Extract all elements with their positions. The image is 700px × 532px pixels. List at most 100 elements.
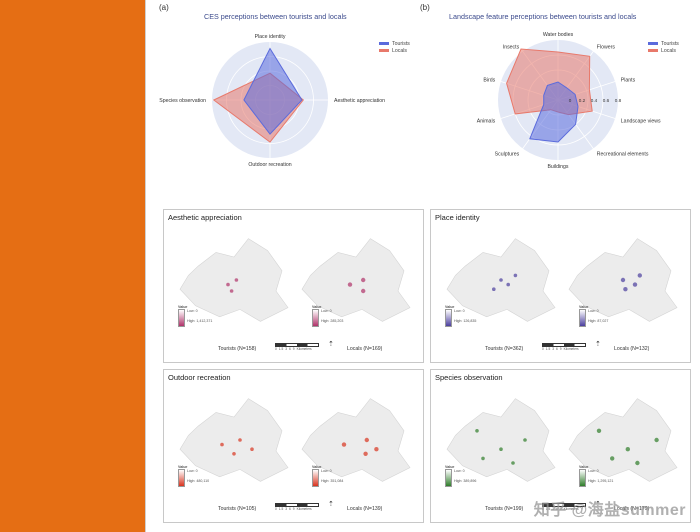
scale-label: Kilometers — [563, 347, 579, 351]
legend-title: Value — [312, 465, 322, 469]
map-caption-locals: Locals (N=132) — [614, 346, 650, 352]
hotspot — [347, 282, 353, 287]
legend-title: Value — [312, 305, 322, 309]
radar-chart-ces: Place identity Aesthetic appreciation Outd… — [159, 34, 385, 168]
map-graphic — [179, 238, 411, 322]
legend-high: High: 126,835 — [454, 319, 477, 323]
tick-label: 0 — [569, 98, 572, 103]
legend-low: Low: 0 — [588, 469, 599, 473]
chart-title-a: CES perceptions between tourists and loc… — [204, 12, 347, 21]
axis-label: Sculptures — [495, 151, 520, 157]
legend-low: Low: 0 — [321, 309, 332, 313]
scale-label: 3 — [285, 347, 287, 351]
hotspot — [234, 278, 239, 282]
sidebar-background — [0, 0, 145, 532]
hotspot — [610, 456, 615, 461]
hotspot — [361, 288, 366, 294]
axis-label: Water bodies — [543, 32, 574, 38]
axis-label: Landscape views — [621, 118, 661, 124]
legend-high: High: 389,896 — [454, 479, 477, 483]
legend-colorbar — [445, 309, 452, 327]
scale-label: 6 — [289, 347, 291, 351]
legend-low: Low: 0 — [187, 469, 198, 473]
legend-high: High: 480,110 — [187, 479, 210, 483]
north-arrow-icon: ⇡ — [328, 341, 334, 348]
radar-series-tourists — [243, 47, 303, 135]
scale-label: 9 — [559, 347, 562, 351]
legend-label-locals: Locals — [661, 47, 676, 54]
hotspot — [492, 287, 496, 291]
region-boundary — [301, 398, 411, 482]
scale-label: 0 — [542, 507, 544, 511]
hotspot — [654, 437, 659, 443]
tick-label: 0.8 — [615, 98, 622, 103]
legend-colorbar — [178, 309, 185, 327]
panel-title: Species observation — [435, 373, 503, 382]
north-arrow-icon: ⇡ — [328, 501, 334, 508]
axis-label: Flowers — [597, 45, 616, 51]
tick-label: 0.2 — [579, 98, 586, 103]
axis-label: Insects — [503, 45, 520, 51]
map-panel: Aesthetic appreciation Value Low: 0 High: 1… — [163, 209, 424, 363]
north-arrow-icon: ⇡ — [595, 341, 601, 348]
map-panel: Place identity Value Low: 0 High: 126,835 Va… — [430, 209, 691, 363]
scale-label: 1.5 — [278, 507, 284, 511]
radar-chart-landscape: Water bodies Flowers Plants Landscape views… — [477, 32, 661, 170]
scale-label: 1.5 — [278, 347, 284, 351]
legend-b: Tourists Locals — [648, 40, 679, 54]
map-caption-tourists: Tourists (N=362) — [485, 346, 524, 352]
region-boundary — [179, 238, 289, 322]
scale-label: Kilometers — [296, 347, 312, 351]
map-caption-tourists: Tourists (N=199) — [485, 506, 524, 512]
hotspot — [229, 289, 234, 293]
panel-title: Aesthetic appreciation — [168, 213, 242, 222]
scale-bar: 0 1.5 3 6 9 Kilometers — [542, 503, 586, 511]
hotspot — [499, 278, 503, 282]
legend-label-tourists: Tourists — [392, 40, 410, 47]
chart-title-b: Landscape feature perceptions between to… — [449, 12, 637, 21]
scale-label: 6 — [289, 507, 291, 511]
legend-title: Value — [579, 305, 589, 309]
hotspot — [623, 287, 628, 292]
region-boundary — [179, 398, 289, 482]
axis-label: Place identity — [255, 34, 286, 40]
hotspot — [635, 460, 640, 466]
divider — [145, 0, 146, 532]
scale-label: 0 — [542, 347, 544, 351]
map-legend: Value Low: 0 High: 87,027 — [579, 305, 608, 327]
radar-series-tourists — [529, 81, 579, 143]
legend-colorbar — [312, 309, 319, 327]
region-boundary — [568, 398, 678, 482]
map-legend: Value Low: 0 High: 1,412,371 — [178, 305, 212, 327]
scale-label: 3 — [552, 507, 554, 511]
hotspot — [506, 282, 510, 287]
axis-label: Species observation — [159, 98, 206, 104]
hotspot — [374, 447, 379, 452]
tick-label: 0.4 — [591, 98, 598, 103]
legend-high: High: 1,412,371 — [187, 319, 213, 323]
axis-label: Birds — [483, 78, 495, 84]
legend-swatch-locals — [379, 49, 389, 52]
legend-low: Low: 0 — [454, 309, 465, 313]
map-caption-locals: Locals (N=179) — [614, 506, 650, 512]
panel-title: Place identity — [435, 213, 480, 222]
region-boundary — [446, 398, 556, 482]
figure-label-a: (a) — [159, 3, 169, 12]
hotspot — [499, 447, 503, 451]
axis-label: Outdoor recreation — [248, 162, 291, 168]
hotspot — [523, 438, 527, 442]
scale-label: 1.5 — [545, 347, 551, 351]
hotspot — [341, 442, 347, 447]
scale-label: 9 — [559, 507, 562, 511]
legend-title: Value — [579, 465, 589, 469]
legend-high: High: 285,203 — [321, 319, 344, 323]
scale-label: 6 — [556, 507, 558, 511]
hotspot — [632, 282, 638, 287]
legend-colorbar — [312, 469, 319, 487]
map-caption-tourists: Tourists (N=158) — [218, 346, 257, 352]
legend-a: Tourists Locals — [379, 40, 410, 54]
legend-high: High: 87,027 — [588, 319, 609, 323]
hotspot — [232, 452, 236, 456]
legend-swatch-locals — [648, 49, 658, 52]
axis-label: Buildings — [547, 164, 568, 170]
